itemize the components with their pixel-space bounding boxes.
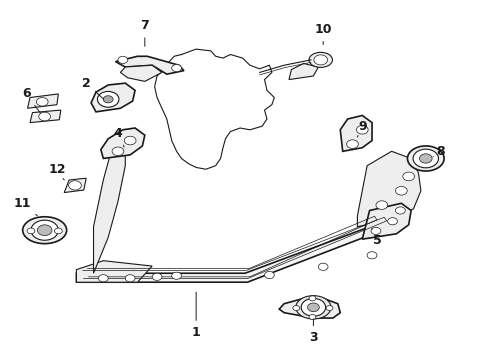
Circle shape — [371, 227, 381, 234]
Circle shape — [376, 201, 388, 210]
Circle shape — [356, 126, 368, 134]
Ellipse shape — [296, 296, 331, 319]
Circle shape — [301, 298, 326, 316]
Circle shape — [27, 228, 35, 234]
Circle shape — [318, 263, 328, 270]
Polygon shape — [91, 83, 135, 112]
Text: 8: 8 — [433, 145, 445, 158]
Circle shape — [37, 225, 52, 235]
Polygon shape — [76, 261, 152, 282]
Circle shape — [326, 306, 333, 311]
Ellipse shape — [309, 52, 332, 67]
Polygon shape — [362, 203, 411, 239]
Polygon shape — [27, 94, 58, 108]
Circle shape — [395, 207, 405, 214]
Polygon shape — [101, 128, 145, 158]
Circle shape — [419, 154, 432, 163]
Text: 9: 9 — [357, 120, 367, 137]
Circle shape — [395, 186, 407, 195]
Text: 5: 5 — [372, 228, 381, 247]
Circle shape — [31, 220, 58, 240]
Ellipse shape — [23, 217, 67, 244]
Circle shape — [98, 91, 119, 107]
Text: 11: 11 — [14, 197, 37, 216]
Circle shape — [403, 172, 415, 181]
Text: 3: 3 — [309, 319, 318, 344]
Text: 12: 12 — [48, 163, 66, 180]
Polygon shape — [357, 151, 421, 226]
Circle shape — [367, 252, 377, 259]
Circle shape — [124, 136, 136, 145]
Ellipse shape — [408, 146, 444, 171]
Circle shape — [36, 98, 48, 106]
Circle shape — [309, 296, 316, 301]
Text: 1: 1 — [192, 292, 200, 339]
Circle shape — [125, 275, 135, 282]
Circle shape — [172, 64, 181, 72]
Polygon shape — [30, 110, 61, 123]
Circle shape — [265, 271, 274, 279]
Polygon shape — [289, 63, 318, 80]
Circle shape — [346, 140, 358, 148]
Polygon shape — [121, 65, 162, 81]
Text: 6: 6 — [22, 87, 41, 113]
Polygon shape — [116, 56, 184, 74]
Circle shape — [314, 55, 328, 65]
Circle shape — [103, 96, 113, 103]
Polygon shape — [64, 178, 86, 193]
Circle shape — [388, 218, 397, 225]
Circle shape — [112, 147, 124, 156]
Polygon shape — [94, 144, 125, 273]
Circle shape — [308, 303, 319, 312]
Text: 2: 2 — [82, 77, 104, 99]
Circle shape — [293, 306, 300, 311]
Circle shape — [39, 112, 50, 121]
Polygon shape — [340, 116, 372, 151]
Circle shape — [413, 149, 439, 168]
Circle shape — [172, 272, 181, 279]
Text: 10: 10 — [315, 23, 332, 45]
Circle shape — [309, 315, 316, 319]
Circle shape — [98, 275, 108, 282]
Text: 4: 4 — [114, 127, 124, 147]
Circle shape — [69, 181, 81, 190]
Circle shape — [54, 228, 62, 234]
Text: 7: 7 — [141, 19, 149, 46]
Polygon shape — [279, 298, 340, 318]
Circle shape — [118, 56, 128, 63]
Circle shape — [152, 273, 162, 280]
Polygon shape — [76, 216, 401, 282]
